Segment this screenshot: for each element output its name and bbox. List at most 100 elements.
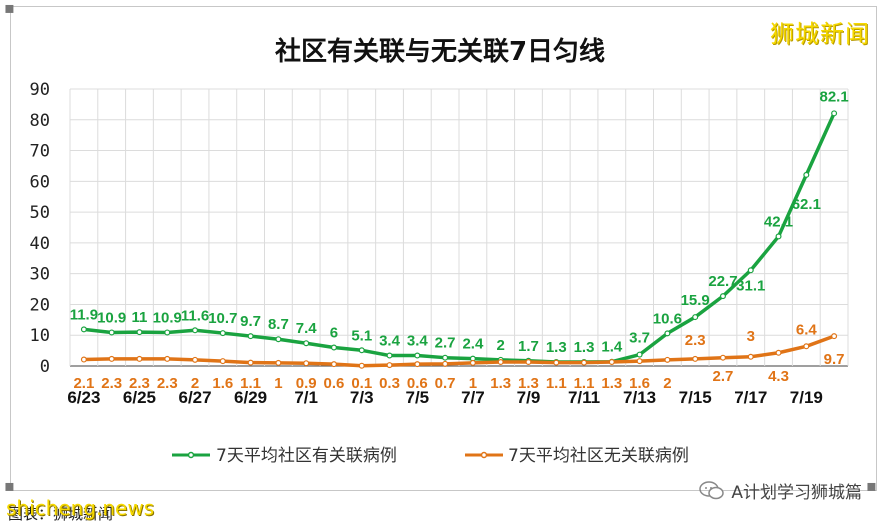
x-tick-label: 6/23 [67, 388, 100, 407]
y-tick-label: 70 [30, 142, 50, 162]
data-point [330, 361, 337, 368]
data-label: 9.7 [824, 351, 845, 368]
data-point [136, 355, 143, 362]
data-point [636, 358, 643, 365]
data-point [442, 360, 449, 367]
data-label: 0.1 [351, 375, 372, 392]
data-point [525, 358, 532, 365]
x-tick-label: 6/29 [234, 388, 267, 407]
data-point [831, 110, 838, 117]
data-label: 1.3 [574, 339, 595, 356]
data-label: 15.9 [681, 292, 710, 309]
data-point [330, 344, 337, 351]
data-point [803, 171, 810, 178]
data-label: 1.3 [601, 375, 622, 392]
legend-swatch-marker-community-linked [187, 451, 195, 459]
data-label: 1.1 [546, 375, 567, 392]
data-point [219, 330, 226, 337]
data-label: 2 [191, 375, 199, 392]
data-point [275, 336, 282, 343]
data-point [581, 359, 588, 366]
data-label: 82.1 [820, 88, 849, 105]
data-label: 2 [497, 337, 505, 354]
data-label: 2.3 [101, 375, 122, 392]
data-label: 31.1 [736, 277, 765, 294]
data-label: 9.7 [240, 313, 261, 330]
legend: 7天平均社区有关联病例 7天平均社区无关联病例 [172, 446, 689, 466]
data-label: 11 [132, 309, 148, 326]
data-label: 1.1 [240, 375, 261, 392]
data-point [80, 356, 87, 363]
data-label: 7.4 [296, 320, 318, 337]
data-point [775, 233, 782, 240]
data-point [136, 329, 143, 336]
data-label: 3.4 [379, 333, 401, 350]
data-label: 1.4 [601, 339, 623, 356]
data-point [803, 343, 810, 350]
data-point [358, 362, 365, 369]
account-name: A计划学习狮城篇 [731, 483, 862, 503]
data-label: 62.1 [792, 196, 821, 213]
data-point [247, 359, 254, 366]
legend-label-community-linked: 7天平均社区有关联病例 [216, 446, 397, 466]
data-label: 42.1 [764, 213, 793, 230]
frame-handle-top-left[interactable]: ▪ [4, 0, 15, 17]
data-label: 1.3 [546, 339, 567, 356]
data-label: 11.9 [70, 306, 98, 323]
data-label: 0.6 [407, 375, 428, 392]
data-label: 3.7 [629, 330, 650, 347]
x-tick-label: 7/3 [350, 388, 374, 407]
y-tick-label: 20 [30, 295, 50, 315]
legend-label-community-unlinked: 7天平均社区无关联病例 [508, 446, 689, 466]
data-point [108, 355, 115, 362]
frame-handle-bottom-left[interactable]: ▪ [4, 476, 15, 495]
y-tick-label: 80 [30, 111, 50, 131]
data-label: 10.6 [653, 310, 682, 327]
data-label: 3 [747, 328, 755, 345]
data-point [442, 354, 449, 361]
data-point [497, 358, 504, 365]
x-tick-label: 7/15 [679, 388, 712, 407]
data-label: 1 [469, 375, 477, 392]
wechat-icon [699, 480, 725, 499]
chart-title: 社区有关联与无关联7日匀线 [275, 36, 605, 67]
data-label: 1.1 [574, 375, 595, 392]
data-label: 6.4 [796, 321, 818, 338]
data-point [247, 333, 254, 340]
data-label: 3.4 [407, 333, 429, 350]
x-tick-label: 7/1 [294, 388, 318, 407]
data-label: 6 [330, 325, 338, 342]
account-watermark: A计划学习狮城篇 [699, 478, 862, 503]
data-point [275, 359, 282, 366]
data-point [553, 359, 560, 366]
data-label: 1 [274, 375, 282, 392]
data-label: 0.6 [324, 375, 345, 392]
data-point [219, 358, 226, 365]
data-label: 0.3 [379, 375, 400, 392]
data-point [80, 326, 87, 333]
data-label: 2.4 [462, 336, 484, 353]
data-label: 5.1 [351, 327, 372, 344]
data-label: 2.7 [435, 335, 456, 352]
gridlines [69, 88, 849, 367]
data-point [747, 353, 754, 360]
data-point [747, 267, 754, 274]
data-point [386, 352, 393, 359]
data-point [692, 314, 699, 321]
frame-handle-bottom-right[interactable]: ▪ [866, 476, 877, 495]
x-tick-label: 7/9 [517, 388, 541, 407]
y-tick-label: 10 [30, 326, 50, 346]
data-point [608, 358, 615, 365]
data-label: 2.1 [73, 375, 94, 392]
x-tick-label: 7/5 [406, 388, 430, 407]
y-tick-label: 50 [30, 203, 50, 223]
y-tick-label: 30 [30, 265, 50, 285]
x-axis-ticks: 6/23 6/25 6/27 6/29 7/1 7/3 7/5 7/7 7/9 7/11 7/13 7… [67, 388, 823, 407]
y-tick-label: 0 [40, 357, 50, 377]
data-point [164, 329, 171, 336]
series-line-community-unlinked [82, 334, 836, 368]
data-label: 1.3 [518, 375, 539, 392]
data-label: 10.9 [97, 309, 126, 326]
data-point [469, 359, 476, 366]
data-point [831, 333, 838, 340]
